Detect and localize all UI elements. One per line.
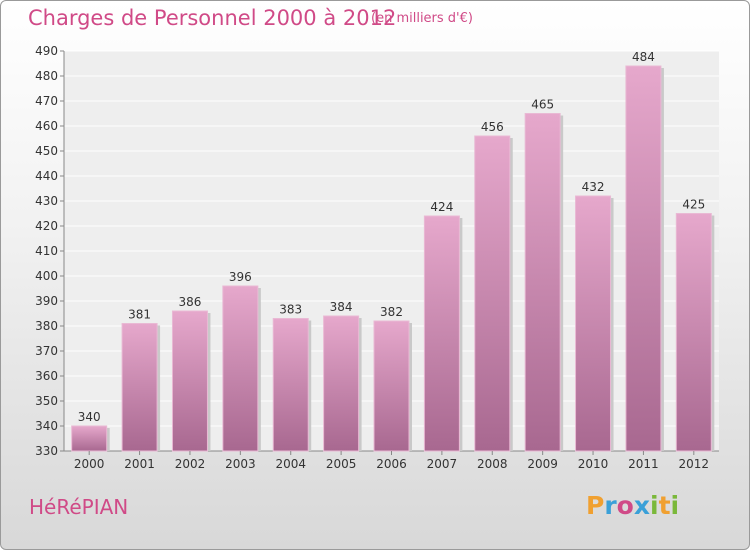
data-label: 396 xyxy=(229,270,252,284)
x-tick-label: 2000 xyxy=(74,457,105,471)
y-tick-label: 440 xyxy=(35,169,58,183)
bar xyxy=(524,113,561,452)
x-tick-label: 2001 xyxy=(124,457,155,471)
y-tick-label: 430 xyxy=(35,194,58,208)
bar xyxy=(675,213,712,452)
data-label: 424 xyxy=(430,200,453,214)
logo-letter: o xyxy=(616,491,634,520)
data-label: 386 xyxy=(179,295,202,309)
x-tick-label: 2002 xyxy=(175,457,206,471)
bar xyxy=(575,195,612,452)
y-tick-label: 340 xyxy=(35,419,58,433)
logo-letter: i xyxy=(650,491,659,520)
x-tick-label: 2012 xyxy=(679,457,710,471)
y-tick-label: 460 xyxy=(35,119,58,133)
bar xyxy=(423,215,460,452)
data-label: 456 xyxy=(481,120,504,134)
x-tick-label: 2006 xyxy=(376,457,407,471)
y-tick-label: 370 xyxy=(35,344,58,358)
data-label: 383 xyxy=(279,303,302,317)
y-tick-label: 400 xyxy=(35,269,58,283)
bar xyxy=(323,315,360,452)
bar xyxy=(373,320,410,452)
y-tick-label: 380 xyxy=(35,319,58,333)
bar xyxy=(71,425,108,452)
data-label: 384 xyxy=(330,300,353,314)
x-tick-label: 2011 xyxy=(628,457,659,471)
x-tick-label: 2003 xyxy=(225,457,256,471)
commune-name: HéRéPIAN xyxy=(29,495,129,519)
data-label: 425 xyxy=(682,198,705,212)
logo-letter: r xyxy=(604,491,617,520)
data-label: 432 xyxy=(582,180,605,194)
bar xyxy=(272,318,309,452)
logo-letter: i xyxy=(670,491,680,520)
x-tick-label: 2009 xyxy=(527,457,558,471)
data-label: 381 xyxy=(128,308,151,322)
y-tick-label: 390 xyxy=(35,294,58,308)
x-tick-label: 2004 xyxy=(275,457,306,471)
y-tick-label: 450 xyxy=(35,144,58,158)
bar xyxy=(625,65,662,452)
x-tick-label: 2005 xyxy=(326,457,357,471)
proxiti-logo[interactable]: Proxiti xyxy=(586,491,679,520)
data-label: 484 xyxy=(632,50,655,64)
data-label: 465 xyxy=(531,98,554,112)
y-tick-label: 350 xyxy=(35,394,58,408)
y-tick-label: 480 xyxy=(35,69,58,83)
logo-letter: x xyxy=(633,491,650,520)
y-tick-label: 490 xyxy=(35,44,58,58)
chart-subtitle: (en milliers d'€) xyxy=(371,11,473,26)
data-label: 382 xyxy=(380,305,403,319)
y-tick-label: 330 xyxy=(35,444,58,458)
bar xyxy=(171,310,208,452)
x-tick-label: 2008 xyxy=(477,457,508,471)
y-tick-label: 470 xyxy=(35,94,58,108)
x-tick-label: 2007 xyxy=(427,457,458,471)
logo-letter: t xyxy=(658,491,671,520)
data-label: 340 xyxy=(78,410,101,424)
y-tick-label: 360 xyxy=(35,369,58,383)
y-tick-label: 410 xyxy=(35,244,58,258)
logo-letter: P xyxy=(586,491,605,520)
bar xyxy=(474,135,511,452)
x-tick-label: 2010 xyxy=(578,457,609,471)
bar xyxy=(121,323,158,452)
y-tick-label: 420 xyxy=(35,219,58,233)
chart-title: Charges de Personnel 2000 à 2012 xyxy=(28,6,397,30)
bar xyxy=(222,285,259,452)
